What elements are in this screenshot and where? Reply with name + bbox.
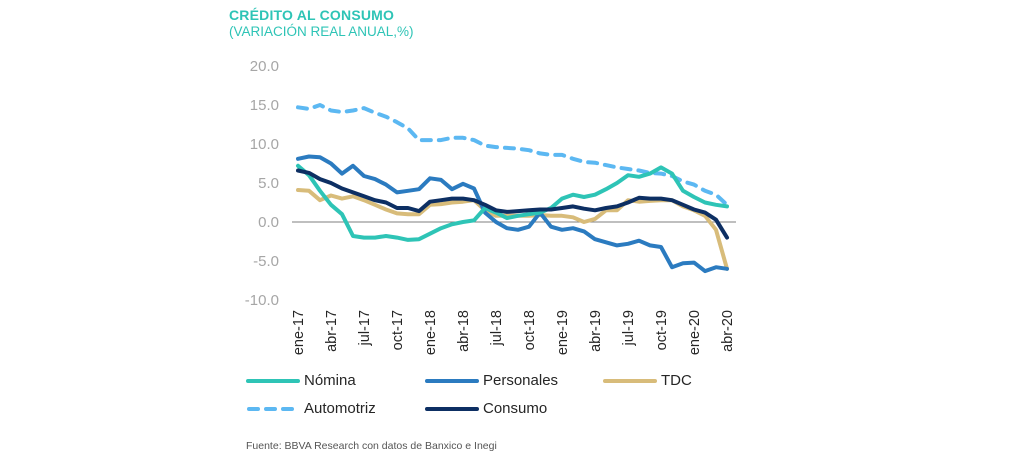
- y-axis: 20.0 15.0 10.0 5.0 0.0 -5.0 -10.0: [245, 58, 279, 309]
- x-tick-label: ene-20: [687, 310, 703, 355]
- series-line-nomina: [296, 163, 729, 242]
- y-tick-label: -5.0: [253, 253, 279, 270]
- chart-title: CRÉDITO AL CONSUMO: [229, 7, 395, 23]
- line-chart: 20.0 15.0 10.0 5.0 0.0 -5.0 -10.0 ene-17 abr-17…: [245, 58, 736, 355]
- x-tick-label: jul-18: [489, 310, 505, 346]
- legend: Nómina Personales TDC Automotriz Consumo: [246, 372, 726, 432]
- y-tick-label: 20.0: [250, 58, 279, 75]
- legend-label-consumo: Consumo: [483, 400, 548, 417]
- legend-label-personales: Personales: [483, 372, 559, 389]
- legend-label-tdc: TDC: [661, 372, 692, 389]
- x-tick-label: abr-19: [588, 310, 604, 352]
- x-tick-label: abr-18: [456, 310, 472, 352]
- legend-swatch-personales: [425, 378, 479, 383]
- x-tick-label: ene-19: [555, 310, 571, 355]
- x-tick-label: oct-17: [390, 310, 406, 350]
- x-tick-label: ene-17: [291, 310, 307, 355]
- x-tick-label: jul-19: [621, 310, 637, 346]
- chart-subtitle: (VARIACIÓN REAL ANUAL,%): [229, 24, 414, 39]
- y-tick-label: 15.0: [250, 97, 279, 114]
- legend-item-personales: Personales: [425, 372, 558, 389]
- series-line-automotriz: [296, 103, 729, 207]
- x-tick-label: oct-19: [654, 310, 670, 350]
- legend-item-consumo: Consumo: [425, 400, 547, 417]
- x-tick-label: abr-17: [324, 310, 340, 352]
- x-tick-label: ene-18: [423, 310, 439, 355]
- series-lines: [296, 103, 729, 274]
- x-tick-label: abr-20: [720, 310, 736, 352]
- series-line-personales: [296, 154, 729, 274]
- legend-swatch-nomina: [246, 378, 300, 383]
- x-tick-label: oct-18: [522, 310, 538, 350]
- y-tick-label: 5.0: [258, 175, 279, 192]
- y-tick-label: 10.0: [250, 136, 279, 153]
- legend-swatch-automotriz: [247, 406, 300, 411]
- legend-swatch-tdc: [603, 378, 657, 383]
- legend-item-automotriz: Automotriz: [246, 400, 376, 417]
- legend-label-nomina: Nómina: [304, 372, 356, 389]
- series-line-consumo: [296, 168, 729, 240]
- legend-item-nomina: Nómina: [246, 372, 356, 389]
- source-note: Fuente: BBVA Research con datos de Banxi…: [246, 440, 497, 452]
- y-tick-label: -10.0: [245, 292, 279, 309]
- legend-swatch-consumo: [425, 406, 479, 411]
- legend-label-automotriz: Automotriz: [304, 400, 376, 417]
- legend-item-tdc: TDC: [603, 372, 692, 389]
- y-tick-label: 0.0: [258, 214, 279, 231]
- x-axis: ene-17 abr-17 jul-17 oct-17 ene-18 abr-18 jul-…: [291, 221, 736, 355]
- x-tick-label: jul-17: [357, 310, 373, 346]
